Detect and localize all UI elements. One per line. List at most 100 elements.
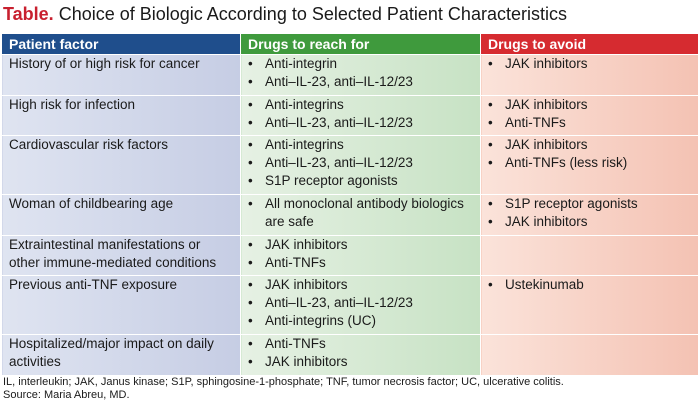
drug-list-item: • Anti-integrin (248, 55, 473, 73)
drug-list: • Ustekinumab (488, 276, 691, 294)
bullet-icon: • (248, 255, 253, 270)
bullet-icon: • (248, 313, 253, 328)
drug-list-item: • Anti-integrins (248, 136, 473, 154)
drug-list-item: • Anti-integrins (UC) (248, 312, 473, 330)
drug-list-item: • JAK inhibitors (488, 136, 691, 154)
drugs-to-avoid-cell (480, 235, 699, 276)
table-body: History of or high risk for cancer • Anti-… (1, 54, 699, 376)
drug-name: JAK inhibitors (265, 277, 348, 292)
biologic-choice-table: Patient factor Drugs to reach for Drugs … (1, 33, 699, 376)
drug-name: Anti-TNFs (505, 115, 566, 130)
drug-name: JAK inhibitors (505, 56, 588, 71)
drugs-to-reach-for-cell: • Anti-integrins • Anti–IL-23, anti–IL-12/2… (240, 95, 481, 136)
table-title-text: Choice of Biologic According to Selected… (58, 4, 567, 24)
drug-name: JAK inhibitors (505, 137, 588, 152)
drug-list: • S1P receptor agonists • JAK inhibitors (488, 195, 691, 231)
drug-list-item: • Anti-integrins (248, 96, 473, 114)
bullet-icon: • (248, 277, 253, 292)
table-row: Previous anti-TNF exposure • JAK inhibitor… (1, 275, 699, 335)
drugs-to-reach-for-cell: • JAK inhibitors • Anti–IL-23, anti–IL-12/2… (240, 275, 481, 335)
bullet-icon: • (248, 295, 253, 310)
drug-list-item: • JAK inhibitors (488, 55, 691, 73)
drug-name: All monoclonal antibody biologics are sa… (265, 196, 464, 229)
drug-list-item: • S1P receptor agonists (488, 195, 691, 213)
drugs-to-avoid-cell: • JAK inhibitors • Anti-TNFs (less risk) (480, 135, 699, 195)
drug-name: JAK inhibitors (265, 237, 348, 252)
drug-name: Anti–IL-23, anti–IL-12/23 (265, 155, 413, 170)
drug-list: • Anti-TNFs • JAK inhibitors (248, 335, 473, 371)
bullet-icon: • (248, 155, 253, 170)
drug-name: JAK inhibitors (505, 214, 588, 229)
bullet-icon: • (248, 137, 253, 152)
drug-list-item: • Anti-TNFs (488, 114, 691, 132)
table-row: Woman of childbearing age • All monoclonal… (1, 194, 699, 236)
header-drugs-to-reach-for: Drugs to reach for (240, 33, 481, 55)
bullet-icon: • (488, 56, 493, 71)
drug-list-item: • JAK inhibitors (248, 276, 473, 294)
drug-name: S1P receptor agonists (265, 173, 398, 188)
drug-list-item: • Anti–IL-23, anti–IL-12/23 (248, 114, 473, 132)
table-row: Cardiovascular risk factors • Anti-integri… (1, 135, 699, 195)
drugs-to-avoid-cell: • JAK inhibitors • Anti-TNFs (480, 95, 699, 136)
drugs-to-reach-for-cell: • All monoclonal antibody biologics are s… (240, 194, 481, 236)
drug-name: Anti-integrins (265, 97, 344, 112)
drug-name: Anti–IL-23, anti–IL-12/23 (265, 74, 413, 89)
patient-factor-cell: High risk for infection (1, 95, 241, 136)
drugs-to-avoid-cell: • Ustekinumab (480, 275, 699, 335)
patient-factor-cell: History of or high risk for cancer (1, 54, 241, 96)
patient-factor-cell: Previous anti-TNF exposure (1, 275, 241, 335)
drug-list-item: • S1P receptor agonists (248, 172, 473, 190)
patient-factor-cell: Extraintestinal manifestations or other … (1, 235, 241, 276)
drug-name: JAK inhibitors (505, 97, 588, 112)
drug-name: Anti-TNFs (265, 255, 326, 270)
drug-list-item: • JAK inhibitors (248, 353, 473, 371)
drug-list-item: • Anti-TNFs (248, 335, 473, 353)
footnote-source: Source: Maria Abreu, MD. (3, 389, 130, 401)
bullet-icon: • (488, 115, 493, 130)
bullet-icon: • (248, 74, 253, 89)
bullet-icon: • (248, 56, 253, 71)
patient-factor-cell: Woman of childbearing age (1, 194, 241, 236)
drug-list-item: • Anti–IL-23, anti–IL-12/23 (248, 73, 473, 91)
drug-name: Anti-TNFs (less risk) (505, 155, 628, 170)
drug-list: • Anti-integrin • Anti–IL-23, anti–IL-12/23 (248, 55, 473, 91)
drugs-to-reach-for-cell: • Anti-integrins • Anti–IL-23, anti–IL-12/2… (240, 135, 481, 195)
bullet-icon: • (248, 115, 253, 130)
bullet-icon: • (488, 277, 493, 292)
header-row: Patient factor Drugs to reach for Drugs … (1, 33, 699, 55)
drug-list-item: • Anti-TNFs (less risk) (488, 154, 691, 172)
drug-name: JAK inhibitors (265, 354, 348, 369)
drug-list: • JAK inhibitors • Anti–IL-23, anti–IL-12/2… (248, 276, 473, 330)
drug-list-item: • Anti–IL-23, anti–IL-12/23 (248, 154, 473, 172)
drug-list: • Anti-integrins • Anti–IL-23, anti–IL-12/2… (248, 96, 473, 132)
drugs-to-reach-for-cell: • Anti-integrin • Anti–IL-23, anti–IL-12/23 (240, 54, 481, 96)
footnote-abbreviations: IL, interleukin; JAK, Janus kinase; S1P,… (3, 376, 564, 388)
bullet-icon: • (248, 354, 253, 369)
drug-name: Anti–IL-23, anti–IL-12/23 (265, 115, 413, 130)
drug-list: • All monoclonal antibody biologics are s… (248, 195, 473, 231)
drug-name: Anti-integrin (265, 56, 338, 71)
drug-list-item: • Anti-TNFs (248, 254, 473, 272)
drug-list: • JAK inhibitors (488, 55, 691, 73)
drug-name: Anti–IL-23, anti–IL-12/23 (265, 295, 413, 310)
drugs-to-avoid-cell: • S1P receptor agonists • JAK inhibitors (480, 194, 699, 236)
drug-list-item: • Ustekinumab (488, 276, 691, 294)
drug-list-item: • JAK inhibitors (488, 96, 691, 114)
header-drugs-to-avoid: Drugs to avoid (480, 33, 699, 55)
bullet-icon: • (248, 336, 253, 351)
drug-name: S1P receptor agonists (505, 196, 638, 211)
bullet-icon: • (248, 173, 253, 188)
patient-factor-cell: Hospitalized/major impact on daily activ… (1, 334, 241, 376)
table-row: Hospitalized/major impact on daily activ… (1, 334, 699, 376)
header-patient-factor: Patient factor (1, 33, 241, 55)
bullet-icon: • (488, 155, 493, 170)
drug-name: Anti-integrins (UC) (265, 313, 377, 328)
bullet-icon: • (248, 237, 253, 252)
drug-list: • JAK inhibitors • Anti-TNFs (less risk) (488, 136, 691, 172)
drug-list-item: • All monoclonal antibody biologics are s… (248, 195, 473, 231)
bullet-icon: • (488, 214, 493, 229)
table-row: High risk for infection • Anti-integrins • A… (1, 95, 699, 136)
drug-list-item: • JAK inhibitors (488, 213, 691, 231)
drug-list-item: • JAK inhibitors (248, 236, 473, 254)
